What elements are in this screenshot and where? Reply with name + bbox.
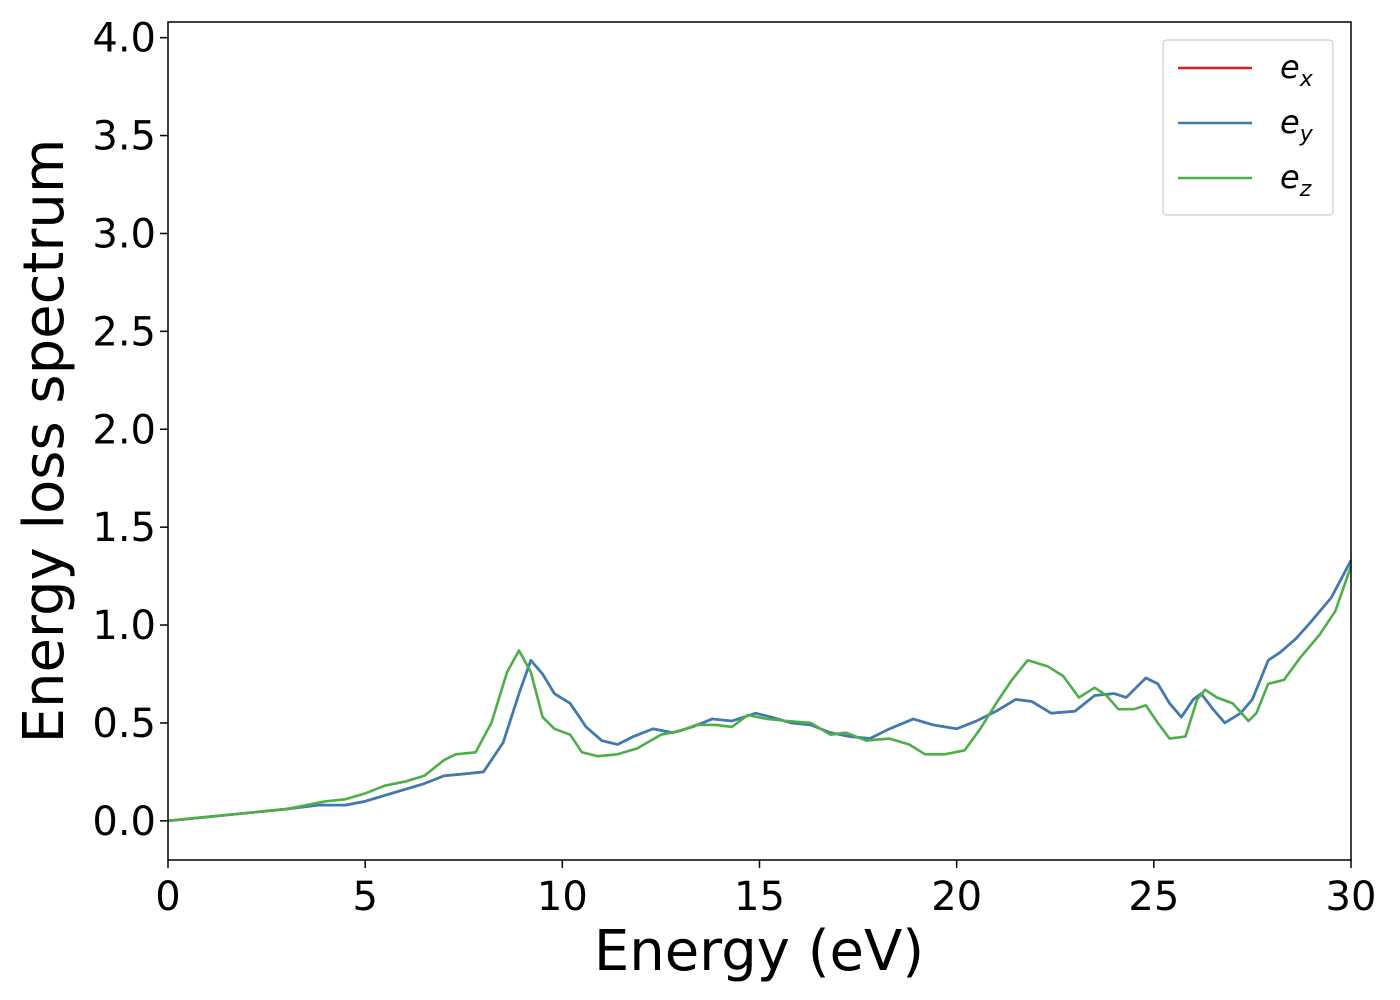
y-tick-label: 1.5 bbox=[92, 505, 156, 551]
x-tick-label: 5 bbox=[352, 874, 377, 920]
y-axis: 0.0 0.5 1.0 1.5 2.0 2.5 3.0 3.5 4.0 bbox=[92, 16, 168, 845]
y-tick-label: 1.0 bbox=[92, 603, 156, 649]
series-layer bbox=[167, 559, 1353, 823]
x-tick-label: 20 bbox=[931, 874, 982, 920]
legend-label-subscript: z bbox=[1299, 177, 1312, 202]
legend-label-e-x: ex bbox=[1280, 48, 1314, 92]
y-tick-label: 2.5 bbox=[92, 309, 156, 355]
legend-label-base: e bbox=[1280, 103, 1300, 141]
x-tick-label: 25 bbox=[1128, 874, 1179, 920]
legend-box bbox=[1162, 39, 1334, 216]
y-tick-label: 3.0 bbox=[92, 211, 156, 257]
y-tick-label: 3.5 bbox=[92, 114, 156, 160]
x-axis: 0 5 10 15 20 25 30 bbox=[155, 860, 1376, 920]
x-tick-label: 15 bbox=[734, 874, 785, 920]
legend-label-subscript: y bbox=[1299, 122, 1314, 147]
legend-label-e-y: ey bbox=[1280, 103, 1314, 147]
y-tick-label: 4.0 bbox=[92, 16, 156, 62]
legend-label-subscript: x bbox=[1299, 67, 1314, 92]
legend-label-base: e bbox=[1280, 158, 1300, 196]
plot-area bbox=[168, 22, 1351, 860]
x-axis-label: Energy (eV) bbox=[594, 919, 924, 984]
y-tick-label: 2.0 bbox=[92, 407, 156, 453]
x-tick-label: 30 bbox=[1326, 874, 1377, 920]
y-axis-label: Energy loss spectrum bbox=[12, 139, 77, 744]
y-tick-label: 0.0 bbox=[92, 799, 156, 845]
x-tick-label: 10 bbox=[537, 874, 588, 920]
legend-label-base: e bbox=[1280, 48, 1300, 86]
y-tick-label: 0.5 bbox=[92, 701, 156, 747]
legend-label-e-z: ez bbox=[1280, 158, 1312, 202]
x-tick-label: 0 bbox=[155, 874, 180, 920]
series-line-e-z bbox=[167, 565, 1353, 823]
